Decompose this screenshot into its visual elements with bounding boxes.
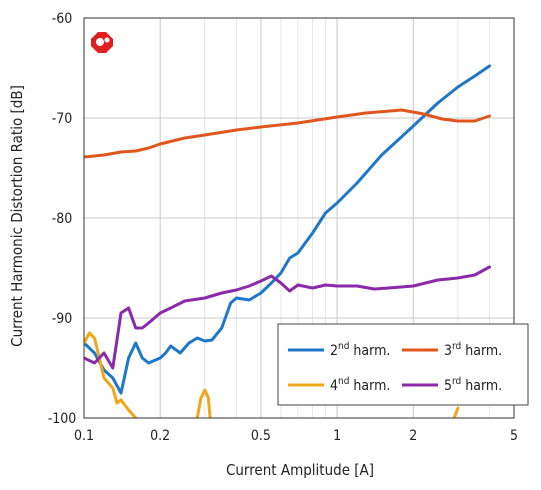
series-4 (84, 265, 491, 370)
x-tick-label: 0.5 (251, 428, 271, 444)
legend-item: 3rd harm. (402, 341, 502, 359)
logo-dot-right (104, 37, 110, 43)
y-tick-label: -70 (52, 111, 73, 127)
series-line (84, 331, 138, 418)
series-3 (84, 331, 460, 418)
legend-item: 2nd harm. (288, 341, 390, 359)
series-line (84, 265, 491, 370)
x-tick-label: 0.1 (74, 428, 94, 444)
legend-box (277, 323, 529, 406)
series-layer (84, 64, 491, 418)
series-1 (84, 64, 491, 395)
x-tick-label: 1 (333, 428, 341, 444)
x-axis-label: Current Amplitude [A] (226, 461, 374, 479)
legend: 2nd harm. 3rd harm. 4nd harm. 5rd harm. (277, 323, 529, 406)
legend-label: 3rd harm. (444, 341, 502, 359)
y-tick-label: -80 (52, 211, 73, 227)
y-tick-label: -60 (52, 11, 73, 27)
y-tick-label: -100 (48, 411, 77, 427)
plot-frame (83, 17, 515, 419)
y-axis-label: Current Harmonic Distortion Ratio [dB] (8, 85, 26, 347)
series-line-segment (195, 388, 212, 418)
x-tick-label: 2 (409, 428, 417, 444)
series-line-segment (452, 406, 460, 418)
legend-label: 4nd harm. (330, 376, 390, 394)
series-line (84, 64, 491, 395)
x-tick-label: 5 (510, 428, 518, 444)
series-line (84, 108, 491, 159)
legend-item: 4nd harm. (288, 376, 390, 394)
logo-icon (91, 32, 113, 53)
logo-dot-left (96, 38, 104, 46)
legend-label: 5rd harm. (444, 376, 502, 394)
y-tick-label: -90 (52, 311, 73, 327)
legend-label: 2nd harm. (330, 341, 390, 359)
series-2 (84, 108, 491, 159)
x-tick-label: 0.2 (150, 428, 170, 444)
legend-item: 5rd harm. (402, 376, 502, 394)
tick-labels: 0.1 0.2 0.5 1 2 5 -60 -70 -80 -90 -100 (48, 11, 518, 444)
